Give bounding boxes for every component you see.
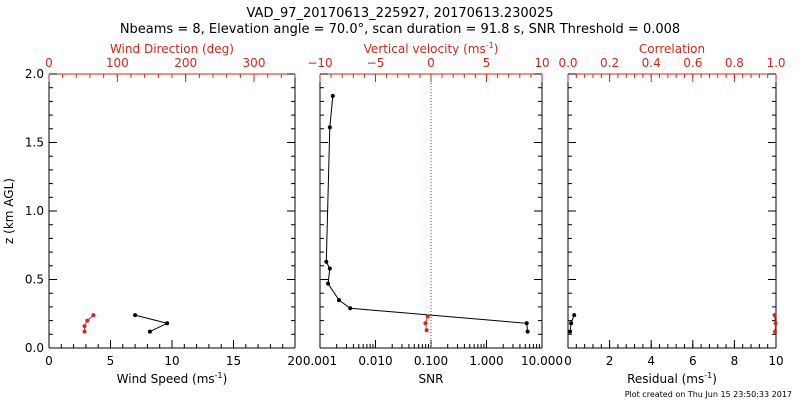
- snr-series-0-point: [326, 281, 331, 286]
- wind-series-0-line: [134, 314, 169, 333]
- x2-tick-label: −5: [367, 56, 385, 70]
- x-tick-label: 8: [731, 354, 739, 368]
- y-tick-label: 1.0: [25, 204, 44, 218]
- wind-series-1-line: [84, 314, 94, 332]
- residual-series-1-point: [773, 321, 778, 326]
- x-tick-label: 0.100: [414, 354, 448, 368]
- residual-series-1-point: [772, 313, 777, 318]
- residual-x-axis-title: Residual (ms-1): [627, 371, 717, 386]
- plot-creation-note: Plot created on Thu Jun 15 23:50:33 2017: [625, 390, 792, 399]
- residual-series-0-point: [568, 329, 573, 334]
- x2-tick-label: 0: [427, 56, 435, 70]
- x-tick-label: 2: [606, 354, 614, 368]
- residual-series-0-point: [569, 321, 574, 326]
- snr-x-axis-title: SNR: [419, 372, 444, 386]
- snr-series-0-point: [327, 266, 332, 271]
- snr-series-1-point: [424, 328, 429, 333]
- snr-series-1-point: [425, 314, 430, 319]
- x2-tick-label: 0.2: [600, 56, 619, 70]
- x-tick-label: 0.001: [303, 354, 337, 368]
- x-tick-label: 10: [768, 354, 783, 368]
- wind-series-0-point: [147, 329, 152, 334]
- x-tick-label: 5: [107, 354, 115, 368]
- x-tick-label: 4: [647, 354, 655, 368]
- snr-panel: 0.001 0.010 0.100 1.000 10.000 −10 −5 0 5 10 SNR Ve…: [303, 41, 563, 386]
- chart-title: VAD_97_20170613_225927, 20170613.230025: [247, 6, 554, 21]
- wind-series-1-point: [82, 324, 87, 329]
- x-tick-label: 20: [287, 354, 302, 368]
- x-tick-label: 1.000: [469, 354, 503, 368]
- x-tick-label: 6: [689, 354, 697, 368]
- wind-series-1-point: [85, 318, 90, 323]
- wind-x2-axis-title: Wind Direction (deg): [110, 42, 234, 56]
- x2-tick-label: 5: [483, 56, 491, 70]
- snr-series-0-point: [524, 321, 529, 326]
- y-tick-label: 1.5: [25, 136, 44, 150]
- y-tick-label: 2.0: [25, 67, 44, 81]
- residual-x2-axis-title: Correlation: [639, 42, 705, 56]
- snr-series-0-point: [348, 306, 353, 311]
- y-tick-label: 0.5: [25, 273, 44, 287]
- x2-tick-label: 300: [243, 56, 266, 70]
- y-tick-label: 0.0: [25, 341, 44, 355]
- y-axis-label: z (km AGL): [2, 178, 16, 244]
- snr-series-0-point: [337, 298, 341, 303]
- x2-tick-label: 200: [174, 56, 197, 70]
- wind-x-axis-title: Wind Speed (ms-1): [117, 371, 228, 386]
- snr-series-0-point: [324, 259, 329, 264]
- residual-series-0-point: [572, 313, 577, 318]
- x-tick-label: 15: [226, 354, 241, 368]
- residual-panel: 0 2 4 6 8 10 0.0 0.2 0.4 0.6 0.8 1.0 Residual (ms-1)…: [558, 42, 785, 386]
- x2-tick-label: −10: [307, 56, 332, 70]
- chart-subtitle: Nbeams = 8, Elevation angle = 70.0°, sca…: [120, 22, 680, 37]
- wind-series-1-point: [91, 313, 96, 318]
- x2-tick-label: 0.6: [683, 56, 702, 70]
- x2-tick-label: 0: [45, 56, 53, 70]
- wind-series-0-point: [165, 321, 170, 326]
- snr-series-1-point: [423, 321, 428, 326]
- x-tick-label: 10.000: [521, 354, 563, 368]
- x2-tick-label: 0.0: [558, 56, 577, 70]
- snr-series-0-line: [325, 95, 529, 332]
- wind-series-0-point: [133, 313, 138, 318]
- residual-series-1-point: [773, 329, 777, 334]
- x2-tick-label: 100: [106, 56, 129, 70]
- x2-tick-label: 10: [534, 56, 549, 70]
- x2-tick-label: 0.8: [725, 56, 744, 70]
- x-tick-label: 0: [45, 354, 53, 368]
- snr-series-0-point: [330, 93, 335, 98]
- x-tick-label: 0.010: [358, 354, 392, 368]
- x-tick-label: 10: [164, 354, 179, 368]
- wind-series-1-point: [82, 329, 87, 334]
- snr-series-0-point: [525, 329, 530, 334]
- x2-tick-label: 1.0: [766, 56, 785, 70]
- x-tick-label: 0: [564, 354, 572, 368]
- x2-tick-label: 0.4: [642, 56, 661, 70]
- snr-series-0-point: [327, 125, 332, 130]
- snr-x2-axis-title: Vertical velocity (ms-1): [364, 41, 499, 56]
